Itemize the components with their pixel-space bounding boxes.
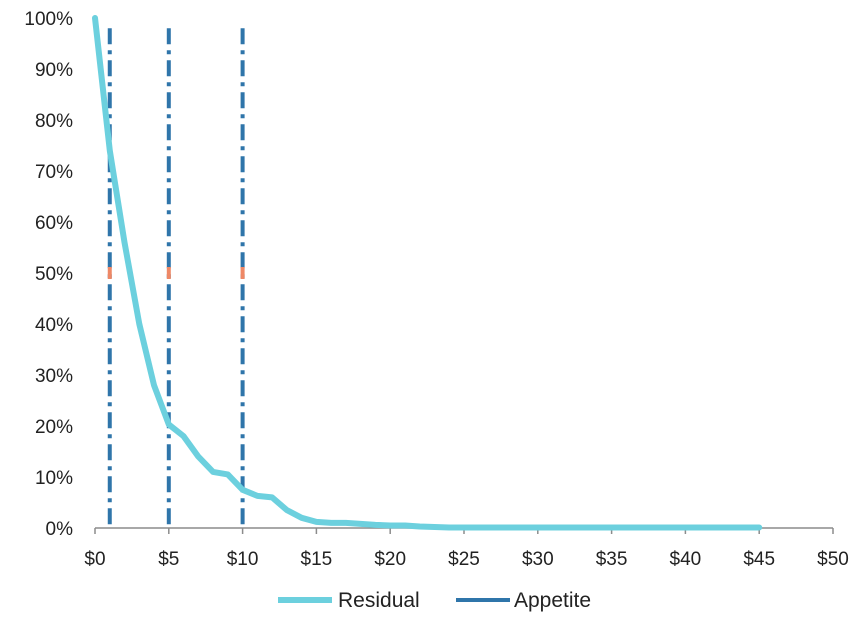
x-tick-label: $50 <box>817 549 849 570</box>
y-tick-label: 50% <box>35 264 73 285</box>
midpoint-markers <box>107 267 245 279</box>
y-tick-label: 0% <box>46 519 74 540</box>
y-tick-label: 70% <box>35 162 73 183</box>
x-tick-label: $10 <box>227 549 259 570</box>
midpoint-marker <box>166 267 171 279</box>
midpoint-marker <box>107 267 112 279</box>
y-tick-label: 60% <box>35 213 73 234</box>
y-tick-label: 100% <box>24 9 73 30</box>
residual-series <box>92 15 763 531</box>
legend: Residual Appetite <box>278 589 591 612</box>
y-tick-label: 90% <box>35 60 73 81</box>
x-tick-label: $5 <box>158 549 179 570</box>
x-tick-label: $30 <box>522 549 554 570</box>
x-tick-label: $40 <box>670 549 702 570</box>
y-tick-label: 40% <box>35 315 73 336</box>
y-tick-label: 80% <box>35 111 73 132</box>
legend-label-residual: Residual <box>338 589 420 612</box>
x-axis-ticks: $0 $5 $10 $15 $20 $25 $30 $35 $40 $45 $50 <box>84 528 849 570</box>
x-tick-label: $35 <box>596 549 628 570</box>
midpoint-marker <box>240 267 245 279</box>
x-tick-label: $25 <box>448 549 480 570</box>
x-tick-label: $0 <box>84 549 105 570</box>
x-tick-label: $15 <box>301 549 333 570</box>
residual-line <box>92 15 763 531</box>
y-axis-ticks: 0% 10% 20% 30% 40% 50% 60% 70% 80% 90% 100% <box>24 9 73 540</box>
y-tick-label: 20% <box>35 417 73 438</box>
x-tick-label: $45 <box>743 549 775 570</box>
x-tick-label: $20 <box>374 549 406 570</box>
y-tick-label: 10% <box>35 468 73 489</box>
legend-label-appetite: Appetite <box>514 589 591 612</box>
y-tick-label: 30% <box>35 366 73 387</box>
